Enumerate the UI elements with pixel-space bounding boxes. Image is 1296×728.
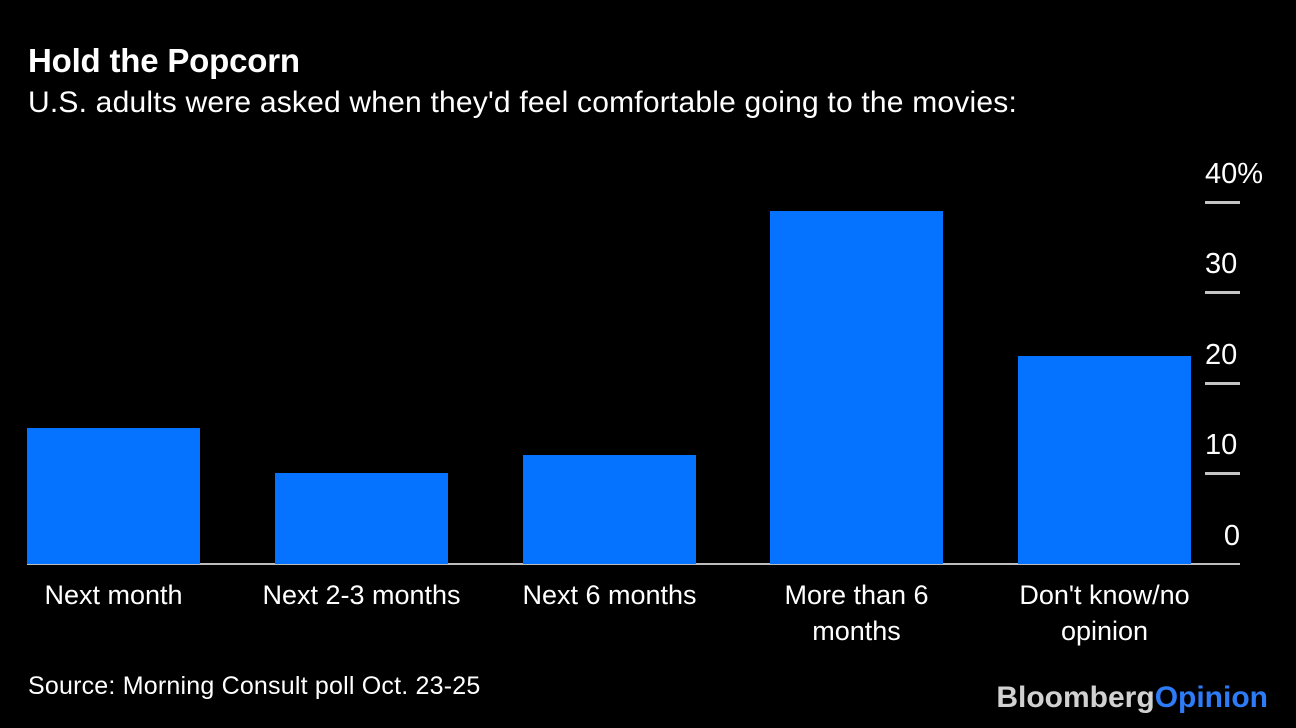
- category-label-2: Next 6 months: [522, 580, 697, 610]
- y-axis-label-10: 10: [1205, 429, 1238, 461]
- category-label-1: Next 2-3 months: [262, 580, 461, 610]
- y-axis-label-20: 20: [1205, 339, 1238, 371]
- source-note: Source: Morning Consult poll Oct. 23-25: [28, 672, 481, 700]
- y-axis-tick-40: [1205, 201, 1240, 204]
- bloomberg-opinion-logo: BloombergOpinion: [996, 681, 1268, 715]
- y-axis-label-0: 0: [1223, 520, 1240, 552]
- y-axis-label-40: 40%: [1205, 158, 1264, 190]
- logo-opinion-text: Opinion: [1154, 681, 1268, 714]
- category-label-0: Next month: [44, 580, 183, 610]
- y-axis-tick-30: [1205, 291, 1240, 294]
- bar-4: [1018, 356, 1191, 564]
- bar-0: [27, 428, 200, 564]
- category-label-4: Don't know/no opinion: [1019, 580, 1190, 646]
- chart-subtitle: U.S. adults were asked when they'd feel …: [28, 86, 1017, 119]
- logo-bloomberg-text: Bloomberg: [996, 681, 1155, 714]
- y-axis-tick-10: [1205, 472, 1240, 475]
- chart-title: Hold the Popcorn: [28, 42, 300, 79]
- category-label-3: More than 6 months: [784, 580, 929, 646]
- bar-2: [523, 455, 696, 564]
- x-axis-line: [27, 563, 1240, 565]
- y-axis-label-30: 30: [1205, 248, 1238, 280]
- y-axis-tick-20: [1205, 382, 1240, 385]
- bar-1: [275, 473, 448, 564]
- bar-3: [770, 211, 943, 564]
